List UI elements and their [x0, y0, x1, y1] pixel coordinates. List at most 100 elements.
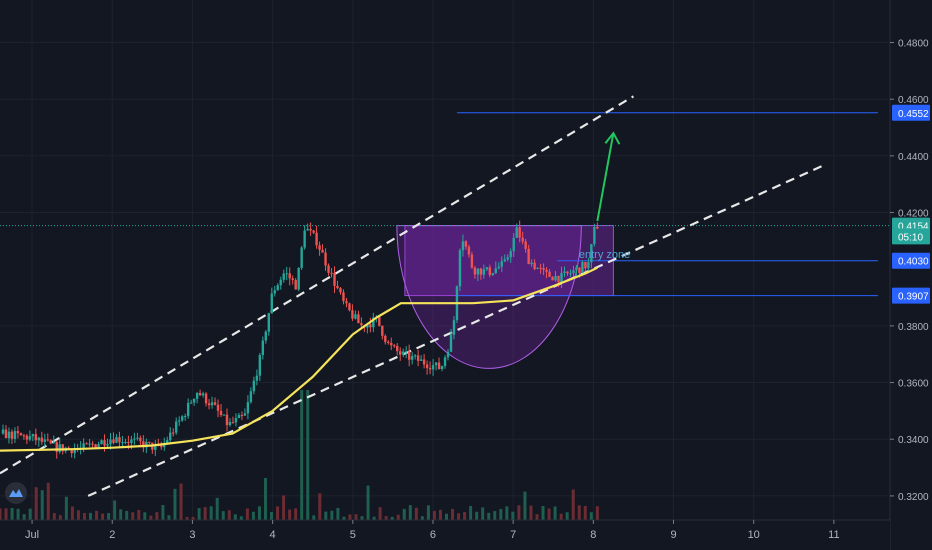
candle-body [572, 270, 575, 274]
volume-bar [342, 516, 346, 520]
candle-body [25, 435, 29, 440]
candle-body [518, 227, 521, 238]
volume-bar [179, 483, 183, 520]
candle-body [402, 351, 405, 355]
candle-body [300, 247, 303, 268]
candle-body [139, 437, 142, 442]
volume-bar [396, 514, 400, 520]
candle-body [40, 437, 44, 442]
candle-body [336, 285, 339, 289]
volume-bar [125, 510, 129, 520]
candle-body [404, 351, 408, 353]
candle-body [434, 362, 438, 366]
candle-body [473, 267, 477, 275]
price-label: 0.4154 [898, 222, 929, 233]
candle-body [503, 259, 506, 262]
candle-body [264, 331, 268, 341]
candle-body [396, 345, 399, 352]
volume-bar [155, 512, 159, 520]
candle-body [578, 267, 581, 274]
candle-body [37, 437, 41, 441]
volume-bar [378, 507, 382, 520]
candle-body [324, 252, 327, 266]
candle-body [88, 443, 91, 445]
candle-body [554, 275, 557, 281]
volume-bar [70, 506, 74, 520]
volume-bar [16, 508, 20, 520]
candle-body [494, 268, 497, 274]
candle-body [381, 325, 384, 336]
candle-body [118, 437, 121, 443]
candle-body [133, 438, 136, 440]
candle-body [285, 273, 288, 275]
volume-bar [197, 508, 201, 520]
candle-body [348, 303, 351, 311]
candle-body [378, 317, 381, 326]
price-label: 0.3907 [898, 292, 929, 303]
price-axis[interactable]: 0.4800 0.4600 0.4400 0.4200 0.3800 0.3600 0.34… [889, 0, 932, 550]
volume-bar [571, 489, 575, 520]
candle-body [234, 418, 238, 423]
candle-body [443, 357, 447, 367]
volume-bar [288, 509, 292, 520]
candle-body [539, 267, 542, 269]
candle-body [345, 301, 348, 304]
candle-body [216, 404, 220, 411]
candle-body [309, 228, 312, 231]
candle-body [225, 414, 229, 426]
candle-body [318, 245, 321, 250]
volume-bar [523, 491, 527, 520]
candle-body [384, 335, 387, 342]
volume-bar [583, 505, 587, 520]
volume-bar [95, 510, 99, 520]
candle-body [357, 314, 360, 324]
time-axis[interactable]: Jul 2 3 4 5 6 7 8 9 10 11 [0, 519, 890, 550]
volume-bar [101, 513, 105, 520]
candle-body [291, 278, 294, 281]
candle-body [393, 345, 396, 347]
candle-body [55, 442, 58, 452]
volume-bar [366, 485, 370, 520]
volume-bar [312, 515, 316, 520]
volume-bar [89, 512, 93, 520]
candle-body [497, 266, 500, 269]
candle-body [70, 448, 73, 454]
candle-body [563, 271, 566, 273]
candle-body [575, 267, 578, 271]
candle-body [479, 268, 483, 275]
volume-bar [306, 390, 310, 520]
tradingview-logo-icon[interactable] [5, 482, 27, 504]
time-tick-label: 4 [270, 529, 276, 541]
candle-body [13, 431, 17, 439]
candle-body [198, 392, 202, 396]
candle-body [115, 437, 118, 443]
volume-bar [438, 509, 442, 520]
time-tick-label: 5 [350, 529, 356, 541]
candle-body [142, 441, 145, 448]
candle-body [172, 432, 175, 434]
volume-bar [34, 487, 38, 520]
price-label: 0.4552 [898, 109, 929, 120]
candle-body [294, 280, 297, 290]
volume-bar [64, 496, 68, 520]
candle-body [127, 441, 130, 444]
price-tick-label: 0.3200 [898, 492, 929, 503]
volume-bar [185, 516, 189, 520]
price-axis-bg [890, 0, 932, 550]
volume-bar [348, 514, 352, 520]
candle-body [569, 273, 572, 275]
candle-body [145, 441, 148, 448]
candle-body [288, 273, 291, 279]
candle-body [201, 393, 205, 396]
candle-body [175, 421, 178, 433]
candle-body [31, 434, 35, 437]
candle-body [327, 265, 330, 273]
candle-body [61, 444, 64, 452]
volume-bar [227, 510, 231, 520]
volume-bar [107, 513, 111, 520]
candle-body [94, 444, 97, 448]
volume-bar [113, 500, 117, 520]
candle-body [7, 431, 11, 439]
candle-body [124, 441, 127, 443]
